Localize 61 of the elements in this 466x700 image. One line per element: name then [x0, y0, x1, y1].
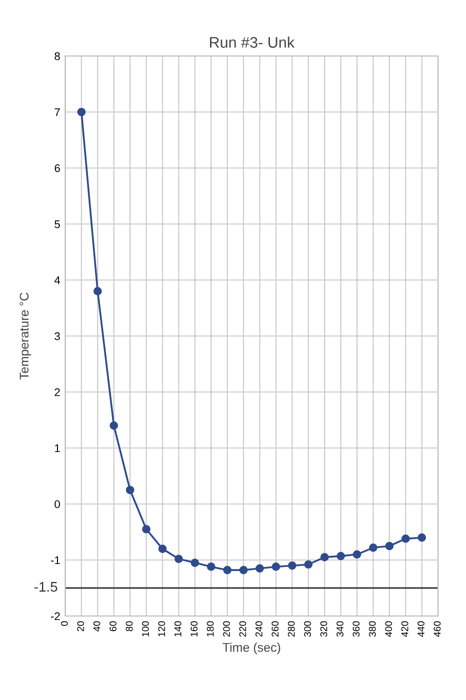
point — [77, 108, 86, 116]
x-tick-label: 440 — [418, 621, 424, 637]
x-tick-label: 460 — [434, 621, 441, 637]
point — [256, 564, 264, 573]
y-tick-label: 1 — [55, 444, 60, 452]
x-tick-label: 340 — [336, 621, 344, 637]
point — [239, 566, 248, 574]
x-tick-label: 80 — [126, 621, 133, 632]
y-tick-label: 8 — [54, 52, 60, 60]
x-tick-label: 120 — [158, 621, 166, 636]
point — [126, 486, 134, 494]
x-tick-label: 160 — [190, 621, 198, 636]
x-tick-label: 320 — [320, 621, 328, 637]
point — [385, 542, 394, 550]
x-tick-label: 400 — [385, 621, 392, 637]
point — [272, 562, 280, 571]
point — [288, 561, 296, 570]
x-tick-label: 200 — [223, 621, 230, 637]
x-tick-label: 180 — [206, 621, 214, 636]
x-tick-label: 300 — [304, 621, 311, 637]
x-tick-label: 100 — [142, 621, 149, 636]
x-tick-label: 20 — [77, 621, 84, 632]
y-axis-title: Temperature °C — [20, 292, 32, 380]
x-tick-label: 380 — [368, 621, 376, 637]
point — [158, 544, 167, 553]
x-tick-label: 420 — [401, 621, 408, 637]
x-tick-label: 140 — [174, 621, 182, 636]
point — [320, 553, 329, 562]
point — [142, 525, 150, 534]
y-tick-label: -2 — [50, 612, 60, 620]
point — [418, 533, 426, 542]
point — [206, 562, 216, 571]
point — [93, 287, 102, 296]
y-tick-label: 5 — [54, 220, 60, 228]
x-tick-label: 60 — [110, 621, 116, 632]
y-tick-label: 0 — [54, 500, 60, 508]
point — [304, 560, 313, 569]
y-tick-label: 6 — [54, 164, 60, 172]
x-tick-label: 360 — [352, 621, 360, 637]
x-tick-label: 260 — [272, 621, 279, 637]
ref-line-label: -1.5 — [34, 582, 58, 592]
x-tick-label: 220 — [239, 621, 246, 637]
x-tick-label: 40 — [93, 621, 100, 632]
x-tick-label: 280 — [288, 621, 295, 637]
y-tick-label: 4 — [54, 276, 60, 284]
x-tick-label: 240 — [255, 621, 262, 637]
x-tick-label: 0 — [60, 621, 68, 626]
point — [401, 534, 410, 543]
x-axis-title: Time (sec) — [222, 642, 280, 654]
point — [336, 552, 345, 560]
point — [190, 558, 200, 567]
point — [223, 566, 232, 574]
y-tick-label: 3 — [54, 332, 60, 340]
point — [369, 544, 378, 552]
point — [174, 554, 183, 564]
y-tick-label: 7 — [54, 108, 60, 116]
y-tick-label: 2 — [54, 388, 60, 396]
point — [110, 421, 118, 430]
y-tick-label: -1 — [50, 556, 60, 564]
point — [352, 550, 362, 559]
chart-title: Run #3- Unk — [210, 36, 295, 48]
